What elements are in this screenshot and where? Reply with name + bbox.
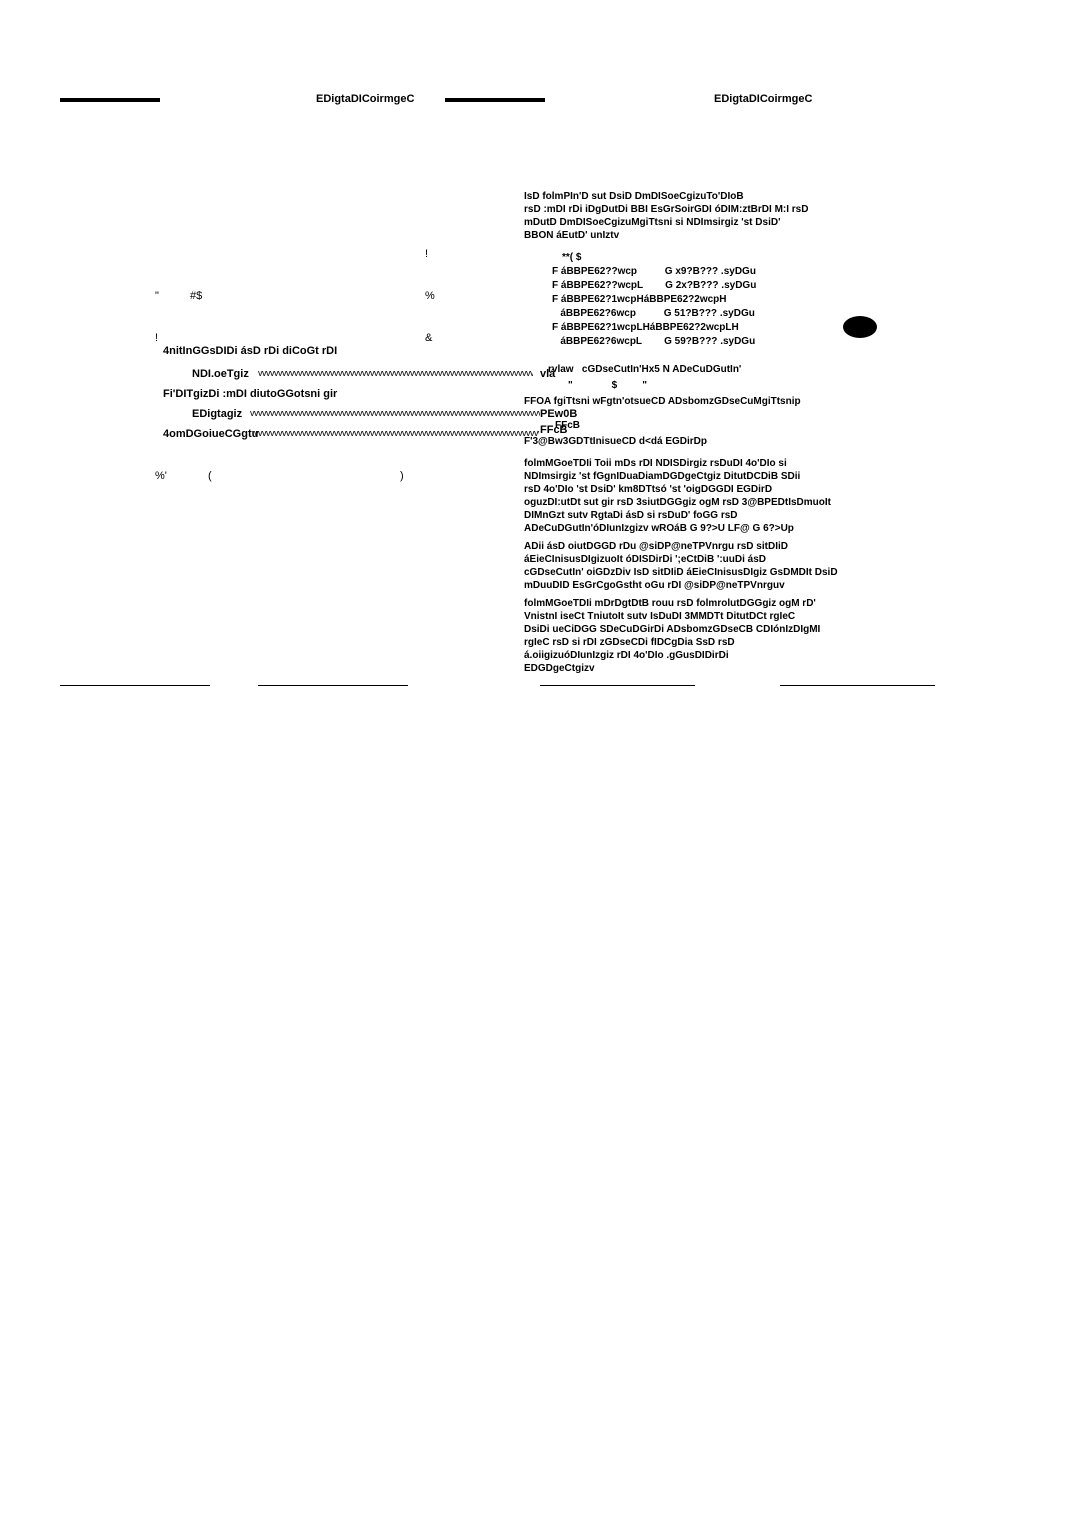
black-oval-icon	[843, 316, 877, 338]
p1-l3: oguzDI:utDt sut gir rsD 3siutDGGgiz ogM …	[524, 496, 884, 509]
header-bar-mid	[445, 98, 545, 102]
p1-l5: ADeCuDGutIn'óDIunIzgizv wROáB G 9?>U LF@…	[524, 522, 884, 535]
para2: ADii ásD oiutDGGD rDu @siDP@neTPVnrgu rs…	[524, 540, 884, 592]
rtb-line-1: rsD :mDI rDi iDgDutDi BBI EsGrSoirGDI óD…	[524, 203, 864, 216]
char-6: %'	[155, 470, 167, 482]
mid-1: " $ "	[568, 380, 647, 391]
p2-l0: ADii ásD oiutDGGD rDu @siDP@neTPVnrgu rs…	[524, 540, 884, 553]
sig-line-2	[540, 685, 695, 686]
char-2: #$	[190, 290, 202, 302]
char-5: &	[425, 332, 432, 344]
char-0: !	[425, 248, 428, 260]
row2-value: PEw0B	[540, 408, 577, 420]
p3-l1: VnistnI iseCt TniutoIt sutv IsDuDI 3MMDT…	[524, 610, 884, 623]
para1: folmMGoeTDIi Toii mDs rDI NDISDirgiz rsD…	[524, 457, 884, 535]
char-3: %	[425, 290, 435, 302]
p1-l1: NDImsirgiz 'st fGgnIDuaDiamDGDgeCtgiz Di…	[524, 470, 884, 483]
p2-l3: mDuuDID EsGrCgoGstht oGu rDI @siDP@neTPV…	[524, 579, 884, 592]
p3-l2: DsiDi ueCiDGG SDeCuDGirDi ADsbomzGDseCB …	[524, 623, 884, 636]
mid-0: rvlaw cGDseCutIn'Hx5 N ADeCuDGutIn'	[548, 364, 741, 375]
p1-l2: rsD 4o'DIo 'st DsiD' km8DTtsó 'st 'oigDG…	[524, 483, 884, 496]
row3-label: 4omDGoiueCGgtu	[163, 428, 258, 440]
code-4: F áBBPE62?1wcpLHáBBPE62?2wcpLH	[552, 322, 739, 333]
code-2: F áBBPE62?1wcpHáBBPE62?2wcpH	[552, 294, 727, 305]
rtb-line-2: mDutD DmDISoeCgizuMgiTtsni si NDImsirgiz…	[524, 216, 864, 229]
p1-l0: folmMGoeTDIi Toii mDs rDI NDISDirgiz rsD…	[524, 457, 884, 470]
char-7: (	[208, 470, 212, 482]
header-label-left: EDigtaDICoirmgeC	[316, 93, 414, 105]
row0-dots: vvvvvvvvvvvvvvvvvvvvvvvvvvvvvvvvvvvvvvvv…	[258, 368, 533, 378]
code-0: F áBBPE62??wcp G x9?B??? .syDGu	[552, 266, 756, 277]
code-5: áBBPE62?6wcpL G 59?B??? .syDGu	[552, 336, 755, 347]
code-1: F áBBPE62??wcpL G 2x?B??? .syDGu	[552, 280, 756, 291]
p1-l4: DIMnGzt sutv RgtaDi ásD si rsDuD' foGG r…	[524, 509, 884, 522]
mid-3: FFcB	[555, 420, 580, 431]
p3-l0: folmMGoeTDIi mDrDgtDtB rouu rsD folmrolu…	[524, 597, 884, 610]
row1-label: Fi'DITgizDi :mDI diutoGGotsni gir	[163, 388, 337, 400]
p3-l5: EDGDgeCtgizv	[524, 662, 884, 675]
row2-label: EDigtagiz	[192, 408, 242, 420]
sig-line-0	[60, 685, 210, 686]
mid-4: F'3@Bw3GDTtInisueCD d<dá EGDirDp	[524, 436, 707, 447]
p3-l3: rgIeC rsD si rDI zGDseCDi fIDCgDia SsD r…	[524, 636, 884, 649]
char-4: !	[155, 332, 158, 344]
char-1: "	[155, 290, 159, 302]
mid-2: FFOA fgiTtsni wFgtn'otsueCD ADsbomzGDseC…	[524, 396, 801, 407]
left-section-title: 4nitInGGsDIDi ásD rDi diCoGt rDI	[163, 345, 337, 357]
char-8: )	[400, 470, 404, 482]
sig-line-3	[780, 685, 935, 686]
right-top-block: IsD folmPIn'D sut DsiD DmDISoeCgizuTo'DI…	[524, 190, 864, 242]
p2-l2: cGDseCutIn' oiGDzDiv IsD sitDIiD áEieCIn…	[524, 566, 884, 579]
rtb-line-0: IsD folmPIn'D sut DsiD DmDISoeCgizuTo'DI…	[524, 190, 864, 203]
row2-dots: vvvvvvvvvvvvvvvvvvvvvvvvvvvvvvvvvvvvvvvv…	[250, 408, 540, 418]
header-bar-left	[60, 98, 160, 102]
code-3: áBBPE62?6wcp G 51?B??? .syDGu	[552, 308, 755, 319]
p2-l1: áEieCInisusDIgizuoIt óDISDirDi ';eCtDiB …	[524, 553, 884, 566]
row0-label: NDI.oeTgiz	[192, 368, 249, 380]
rtb-line-3: BBON áEutD' unIztv	[524, 229, 864, 242]
para3: folmMGoeTDIi mDrDgtDtB rouu rsD folmrolu…	[524, 597, 884, 675]
header-label-right: EDigtaDICoirmgeC	[714, 93, 812, 105]
p3-l4: á.oiigizuóDIunIzgiz rDI 4o'DIo .gGusDIDi…	[524, 649, 884, 662]
sig-line-1	[258, 685, 408, 686]
asterisk-dollar: **( $	[562, 252, 581, 263]
row3-dots: vvvvvvvvvvvvvvvvvvvvvvvvvvvvvvvvvvvvvvvv…	[254, 428, 539, 438]
